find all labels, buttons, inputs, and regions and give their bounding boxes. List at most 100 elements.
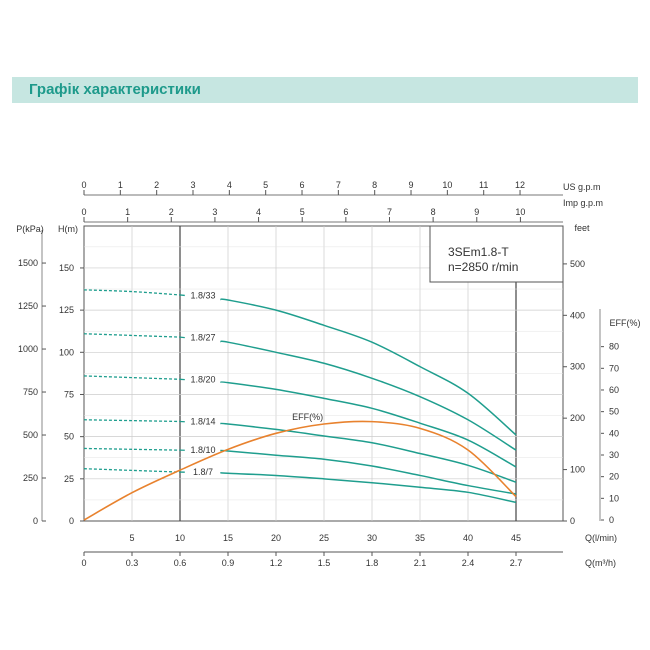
m3h-tick-label: 0	[81, 558, 86, 568]
eff-tick-label: 0	[609, 515, 614, 525]
head-curve-dashed	[83, 447, 181, 451]
q-tick-label: 5	[129, 533, 134, 543]
head-curve-label: 1.8/14	[191, 417, 216, 427]
feet-tick-label: 200	[570, 413, 585, 423]
us-gpm-tick-label: 2	[154, 180, 159, 190]
imp-gpm-tick-label: 9	[474, 207, 479, 217]
q-axis-label: Q(l/min)	[585, 533, 617, 543]
feet-tick-label: 0	[570, 516, 575, 526]
us-gpm-axis-label: US g.p.m	[563, 182, 601, 192]
eff-tick-label: 70	[609, 363, 619, 373]
q-tick-label: 35	[415, 533, 425, 543]
m3h-tick-label: 0.6	[174, 558, 187, 568]
kpa-tick-label: 0	[33, 516, 38, 526]
feet-tick-label: 100	[570, 465, 585, 475]
head-curve-label: 1.8/33	[191, 290, 216, 300]
imp-gpm-tick-label: 0	[81, 207, 86, 217]
m3h-tick-label: 2.1	[414, 558, 427, 568]
m3h-tick-label: 2.7	[510, 558, 523, 568]
us-gpm-tick-label: 6	[300, 180, 305, 190]
kpa-tick-label: 1250	[18, 301, 38, 311]
eff-tick-label: 10	[609, 493, 619, 503]
q-tick-label: 40	[463, 533, 473, 543]
h-tick-label: 150	[59, 263, 74, 273]
q-tick-label: 20	[271, 533, 281, 543]
h-tick-label: 50	[64, 432, 74, 442]
h-tick-label: 125	[59, 305, 74, 315]
us-gpm-tick-label: 7	[336, 180, 341, 190]
us-gpm-tick-label: 11	[479, 180, 488, 190]
q-tick-label: 25	[319, 533, 329, 543]
kpa-tick-label: 750	[23, 387, 38, 397]
head-curve	[220, 422, 517, 483]
q-tick-label: 10	[175, 533, 185, 543]
eff-tick-label: 80	[609, 342, 619, 352]
efficiency-curve-label: EFF(%)	[292, 412, 323, 422]
us-gpm-tick-label: 1	[118, 180, 123, 190]
kpa-tick-label: 500	[23, 430, 38, 440]
head-curve	[219, 298, 517, 436]
model-speed: n=2850 r/min	[448, 260, 518, 274]
h-tick-label: 0	[69, 516, 74, 526]
head-curve-connector	[179, 294, 185, 297]
imp-gpm-tick-label: 3	[212, 207, 217, 217]
us-gpm-tick-label: 0	[81, 180, 86, 190]
model-info-box	[429, 225, 564, 283]
q-tick-label: 30	[367, 533, 377, 543]
eff-tick-label: 40	[609, 428, 619, 438]
imp-gpm-tick-label: 8	[431, 207, 436, 217]
eff-tick-label: 50	[609, 407, 619, 417]
m3h-tick-label: 1.8	[366, 558, 379, 568]
us-gpm-tick-label: 4	[227, 180, 232, 190]
imp-gpm-tick-label: 6	[343, 207, 348, 217]
page-title: Графік характеристики	[29, 81, 201, 98]
model-name: 3SEm1.8-T	[448, 245, 509, 259]
title-bar: Графік характеристики	[12, 77, 638, 103]
head-curve	[219, 340, 517, 451]
q-tick-label: 15	[223, 533, 233, 543]
imp-gpm-tick-label: 1	[125, 207, 130, 217]
eff-tick-label: 60	[609, 385, 619, 395]
eff-axis-label: EFF(%)	[610, 318, 641, 328]
head-curve-dashed	[83, 468, 181, 473]
head-curve-label: 1.8/27	[191, 333, 216, 343]
efficiency-curve	[83, 420, 517, 521]
kpa-axis-label: P(kPa)	[16, 224, 44, 234]
imp-gpm-tick-label: 5	[300, 207, 305, 217]
feet-tick-label: 500	[570, 259, 585, 269]
m3h-tick-label: 1.5	[318, 558, 331, 568]
head-curve-dashed	[83, 419, 181, 423]
m3h-tick-label: 2.4	[462, 558, 475, 568]
us-gpm-tick-label: 12	[515, 180, 525, 190]
kpa-tick-label: 1000	[18, 344, 38, 354]
imp-gpm-tick-label: 2	[169, 207, 174, 217]
head-curve-label: 1.8/7	[193, 467, 213, 477]
eff-tick-label: 20	[609, 472, 619, 482]
imp-gpm-tick-label: 4	[256, 207, 261, 217]
h-tick-label: 25	[64, 474, 74, 484]
m3h-tick-label: 0.3	[126, 558, 139, 568]
q-tick-label: 45	[511, 533, 521, 543]
head-curve-dashed	[83, 375, 181, 380]
imp-gpm-tick-label: 7	[387, 207, 392, 217]
m3h-tick-label: 0.9	[222, 558, 235, 568]
m3h-axis-label: Q(m³/h)	[585, 558, 616, 568]
h-axis-label: H(m)	[58, 224, 78, 234]
eff-tick-label: 30	[609, 450, 619, 460]
head-curve-dashed	[83, 289, 181, 296]
head-curve	[220, 472, 517, 504]
head-curve-dashed	[83, 333, 181, 338]
kpa-tick-label: 250	[23, 473, 38, 483]
h-tick-label: 75	[64, 389, 74, 399]
us-gpm-tick-label: 5	[263, 180, 268, 190]
us-gpm-tick-label: 3	[191, 180, 196, 190]
kpa-tick-label: 1500	[18, 258, 38, 268]
imp-gpm-tick-label: 10	[515, 207, 525, 217]
head-curve-label: 1.8/10	[191, 445, 216, 455]
imp-gpm-axis-label: Imp g.p.m	[563, 198, 603, 208]
us-gpm-tick-label: 10	[442, 180, 452, 190]
head-curve	[220, 381, 517, 468]
us-gpm-tick-label: 9	[409, 180, 414, 190]
feet-axis-label: feet	[574, 223, 590, 233]
